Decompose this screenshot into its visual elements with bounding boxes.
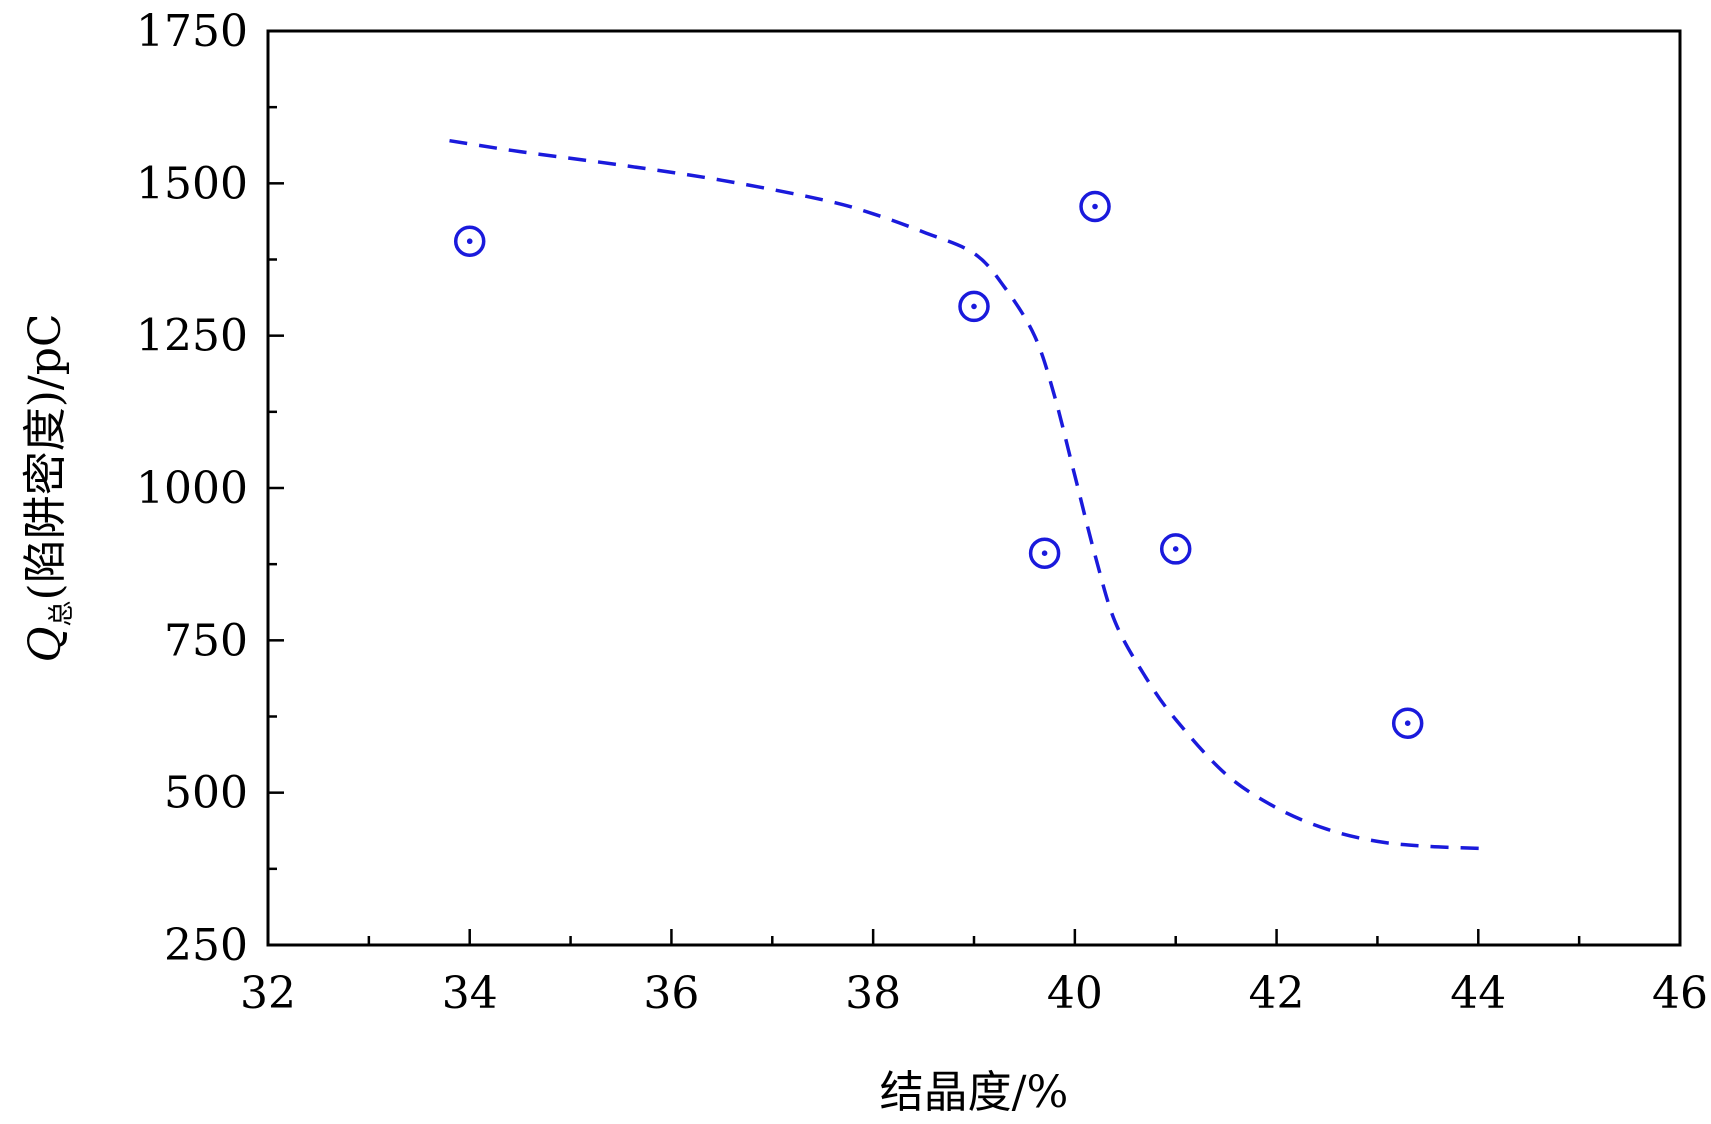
- minor-ticks: [268, 105, 1581, 945]
- x-tick-label: 36: [643, 968, 699, 1019]
- y-tick-label: 1500: [136, 158, 248, 209]
- data-point: [1028, 537, 1061, 569]
- data-point: [1079, 190, 1111, 223]
- data-point-center: [1172, 546, 1179, 552]
- y-axis-symbol: Q: [20, 626, 71, 662]
- y-tick-label: 750: [164, 615, 248, 666]
- data-point-center: [1404, 720, 1411, 727]
- x-tick-label: 46: [1652, 968, 1708, 1019]
- y-tick-label: 250: [164, 920, 248, 971]
- y-axis-subscript: 总: [47, 600, 77, 626]
- x-tick-label: 42: [1249, 968, 1305, 1019]
- y-tick-label: 1250: [136, 311, 248, 362]
- data-point-ring: [453, 225, 486, 257]
- data-point-ring: [1391, 707, 1424, 739]
- data-point-center: [466, 238, 473, 245]
- data-point: [958, 290, 990, 323]
- data-point-ring: [1028, 537, 1061, 569]
- x-axis-title: 结晶度/%: [880, 1067, 1069, 1118]
- data-point: [453, 225, 486, 257]
- x-tick-labels: 32 34 36 38 40 42 44 46: [240, 968, 1708, 1019]
- x-tick-label: 32: [240, 968, 296, 1019]
- data-point-ring: [1079, 190, 1111, 223]
- data-point-center: [971, 303, 977, 310]
- data-point-ring: [958, 290, 990, 323]
- data-points: [453, 190, 1424, 739]
- y-tick-label: 1000: [136, 463, 248, 514]
- y-tick-label: 500: [164, 768, 248, 819]
- y-axis-title: Q总(陷阱密度)/pC: [20, 313, 77, 662]
- major-ticks: [266, 29, 1682, 947]
- plot-frame: [266, 29, 1682, 947]
- y-tick-labels: 250 500 750 1000 1250 1500 1750: [136, 6, 248, 971]
- data-point-center: [1041, 550, 1048, 556]
- x-tick-label: 34: [442, 968, 498, 1019]
- data-point: [1159, 533, 1192, 565]
- x-tick-label: 40: [1047, 968, 1103, 1019]
- data-point-center: [1092, 203, 1098, 210]
- y-axis-text: (陷阱密度)/pC: [20, 313, 71, 600]
- y-tick-label: 1750: [136, 6, 248, 57]
- dashed-fit-curve: [449, 138, 1489, 851]
- x-tick-label: 44: [1450, 968, 1506, 1019]
- data-point-ring: [1159, 533, 1192, 565]
- x-tick-label: 38: [845, 968, 901, 1019]
- data-point: [1391, 707, 1424, 739]
